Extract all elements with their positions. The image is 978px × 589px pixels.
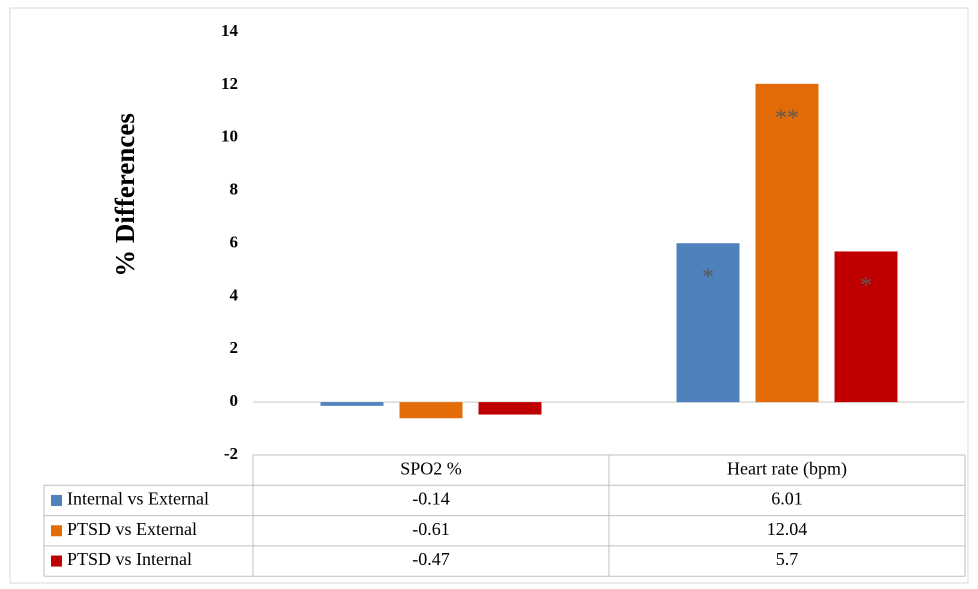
y-axis-title: % Differences bbox=[110, 113, 140, 277]
legend-label: PTSD vs Internal bbox=[67, 549, 192, 569]
table-value: 6.01 bbox=[771, 489, 803, 509]
y-tick-label: 2 bbox=[230, 338, 239, 357]
legend-key bbox=[51, 494, 62, 506]
x-tick-label: SPO2 % bbox=[400, 458, 462, 478]
y-tick-label: 12 bbox=[221, 74, 238, 93]
bar bbox=[834, 251, 898, 403]
y-tick-label: 6 bbox=[230, 232, 239, 251]
bar bbox=[399, 402, 463, 419]
table-value: -0.61 bbox=[412, 519, 450, 539]
x-tick-label: Heart rate (bpm) bbox=[727, 458, 847, 479]
legend-label: PTSD vs External bbox=[67, 519, 197, 539]
y-tick-label: 14 bbox=[221, 21, 239, 40]
table-value: 12.04 bbox=[767, 519, 808, 539]
significance-marker: * bbox=[702, 265, 714, 291]
bar bbox=[320, 402, 384, 406]
legend-key bbox=[51, 555, 62, 567]
y-tick-label: 10 bbox=[221, 127, 238, 146]
significance-marker: ** bbox=[775, 105, 799, 131]
bar bbox=[478, 402, 542, 415]
y-tick-label: 8 bbox=[230, 180, 239, 199]
y-tick-label: -2 bbox=[224, 444, 238, 463]
y-tick-label: 4 bbox=[230, 285, 239, 304]
bar bbox=[676, 243, 740, 403]
legend-key bbox=[51, 525, 62, 537]
y-tick-label: 0 bbox=[230, 391, 239, 410]
significance-marker: * bbox=[860, 273, 872, 299]
table-value: -0.47 bbox=[412, 549, 450, 569]
bar bbox=[755, 83, 819, 403]
table-value: 5.7 bbox=[776, 549, 799, 569]
chart-border bbox=[9, 7, 969, 584]
legend-label: Internal vs External bbox=[67, 489, 209, 509]
table-value: -0.14 bbox=[412, 489, 450, 509]
